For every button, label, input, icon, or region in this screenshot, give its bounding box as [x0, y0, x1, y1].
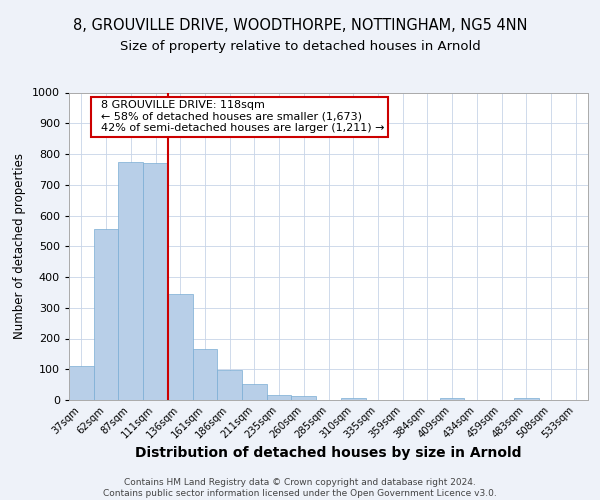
Bar	[267, 395, 292, 400]
Text: 8, GROUVILLE DRIVE, WOODTHORPE, NOTTINGHAM, NG5 4NN: 8, GROUVILLE DRIVE, WOODTHORPE, NOTTINGH…	[73, 18, 527, 32]
Bar	[193, 350, 217, 400]
Text: Contains HM Land Registry data © Crown copyright and database right 2024.
Contai: Contains HM Land Registry data © Crown c…	[103, 478, 497, 498]
X-axis label: Distribution of detached houses by size in Arnold: Distribution of detached houses by size …	[135, 446, 522, 460]
Text: 8 GROUVILLE DRIVE: 118sqm
  ← 58% of detached houses are smaller (1,673)
  42% o: 8 GROUVILLE DRIVE: 118sqm ← 58% of detac…	[94, 100, 385, 134]
Bar	[143, 163, 168, 400]
Y-axis label: Number of detached properties: Number of detached properties	[13, 153, 26, 339]
Bar	[217, 370, 242, 400]
Bar	[341, 398, 365, 400]
Bar	[440, 398, 464, 400]
Bar	[118, 162, 143, 400]
Bar	[94, 230, 118, 400]
Text: Size of property relative to detached houses in Arnold: Size of property relative to detached ho…	[119, 40, 481, 53]
Bar	[168, 294, 193, 400]
Bar	[69, 366, 94, 400]
Bar	[292, 396, 316, 400]
Bar	[514, 398, 539, 400]
Bar	[242, 384, 267, 400]
